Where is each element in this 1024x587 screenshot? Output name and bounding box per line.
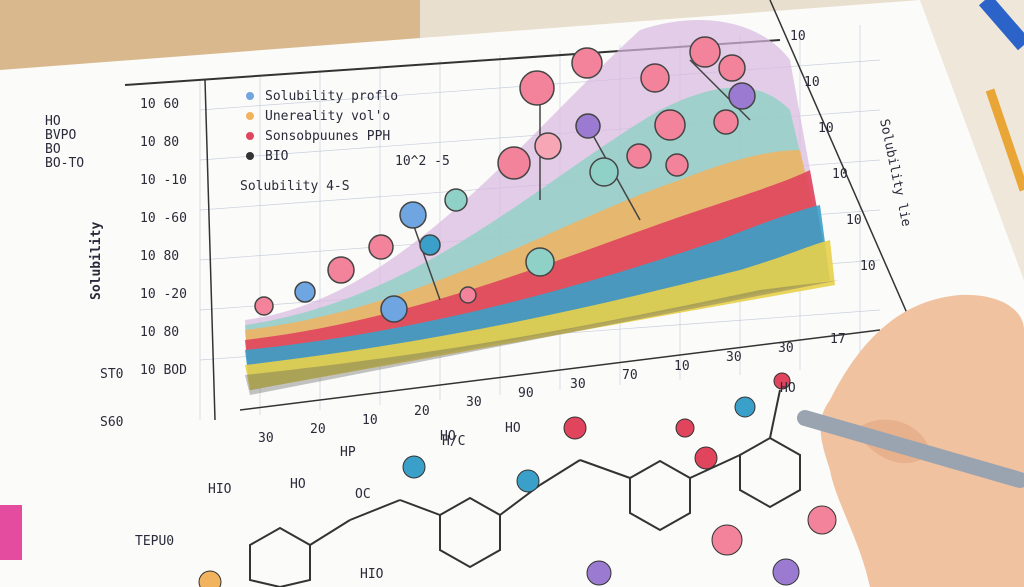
blue-marker [978, 0, 1024, 51]
x-tick-label: 30 [778, 341, 794, 356]
molecule-label: HO [505, 421, 521, 436]
x-tick-label: 20 [310, 422, 326, 437]
y-axis-title: Solubility [89, 222, 104, 300]
chart-label: Solubility 4-S [240, 179, 350, 194]
x-tick-label: 30 [258, 431, 274, 446]
y-tick-label: 10 -10 [140, 173, 187, 188]
legend-marker [246, 112, 254, 120]
y-tick-label: 10 -60 [140, 211, 187, 226]
annotation: 10^2 -5 [395, 154, 450, 169]
x-tick-label: 10 [362, 413, 378, 428]
legend-marker [246, 132, 254, 140]
y-axis [204, 79, 216, 421]
left-note: S60 [100, 415, 123, 430]
legend-item: Solubility proflo [265, 89, 398, 104]
y-tick-label: 10 -20 [140, 287, 187, 302]
x-tick-label: 17 [830, 332, 846, 347]
right-tick-label: 10 [860, 259, 876, 274]
y-tick-label: 10 BOD [140, 363, 187, 378]
y-tick-label: 10 80 [140, 135, 179, 150]
right-axis [769, 0, 911, 321]
legend-item: Unereality vol'o [265, 109, 390, 124]
legend-marker [246, 152, 254, 160]
right-tick-label: 10 [790, 29, 806, 44]
x-tick-label: 20 [414, 404, 430, 419]
right-tick-label: 10 [832, 167, 848, 182]
x-tick-label: 10 [674, 359, 690, 374]
right-tick-label: 10 [818, 121, 834, 136]
x-tick-label: 70 [622, 368, 638, 383]
pen [797, 410, 1024, 488]
chart-molecules [254, 36, 756, 323]
x-tick-label: 30 [726, 350, 742, 365]
molecule-label: TEPU0 [135, 534, 174, 549]
left-note: ST0 [100, 367, 123, 382]
molecule-label: HP [340, 445, 356, 460]
legend-item: Sonsobpuunes PPH [265, 129, 390, 144]
y-tick-label: 10 80 [140, 249, 179, 264]
molecule-label: H/C [442, 434, 465, 449]
x-tick-label: 30 [570, 377, 586, 392]
x-tick-label: 30 [466, 395, 482, 410]
right-tick-label: 10 [804, 75, 820, 90]
x-tick-label: 90 [518, 386, 534, 401]
molecule-label: HIO [208, 482, 232, 497]
pencil [985, 88, 1024, 192]
y-tick-label: 10 80 [140, 325, 179, 340]
side-note: BVPO [45, 128, 76, 143]
y-tick-label: 10 60 [140, 97, 179, 112]
molecule-label: HIO [360, 567, 384, 582]
molecule-label: HO [290, 477, 306, 492]
molecule-label: HO [440, 429, 456, 444]
molecule-label: HO [780, 381, 796, 396]
side-note: HO [45, 114, 61, 129]
pink-marker [0, 505, 22, 560]
side-note: BO [45, 142, 61, 157]
structures [249, 389, 801, 587]
molecule-label: OC [355, 487, 371, 502]
side-note: BO-TO [45, 156, 84, 171]
right-tick-label: 10 [846, 213, 862, 228]
paper-edge [920, 0, 1024, 280]
legend-item: BIO [265, 149, 289, 164]
structure-atoms [198, 372, 837, 587]
x-axis [239, 329, 881, 411]
legend-marker [246, 92, 254, 100]
